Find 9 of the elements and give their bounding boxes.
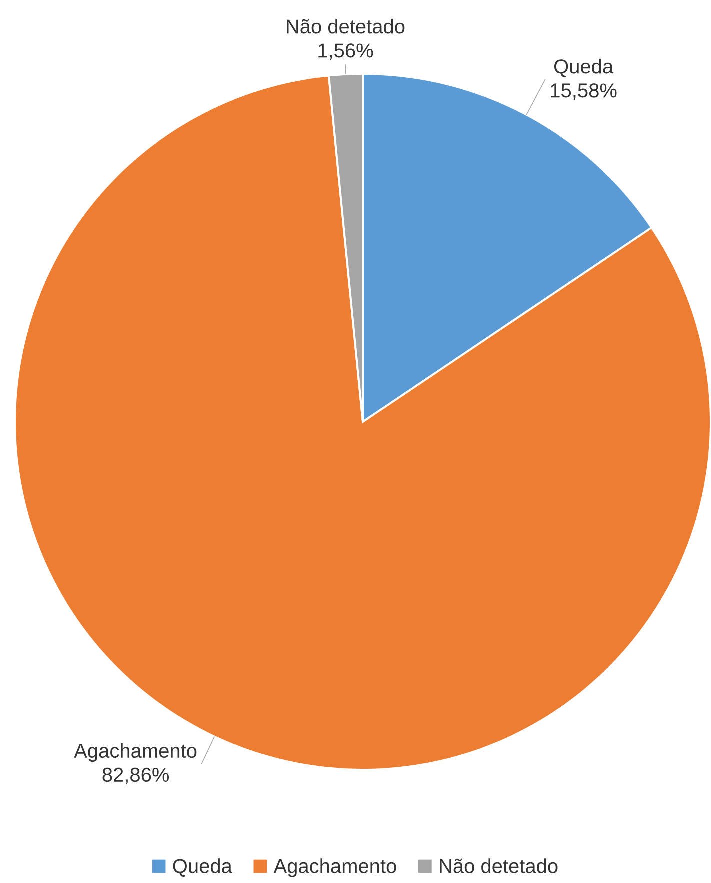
slice-label: Não detetado [287,19,405,34]
data-label: 82,86% [102,768,170,784]
legend-label: Não detetado [440,858,558,874]
slice-label: Queda [554,59,614,78]
legend-label: Queda [173,858,232,877]
data-label: 1,56% [318,44,374,60]
legend-label: Agachamento [274,858,396,878]
slice-label: Agachamento [74,743,197,762]
data-label: 15,58% [551,84,617,100]
